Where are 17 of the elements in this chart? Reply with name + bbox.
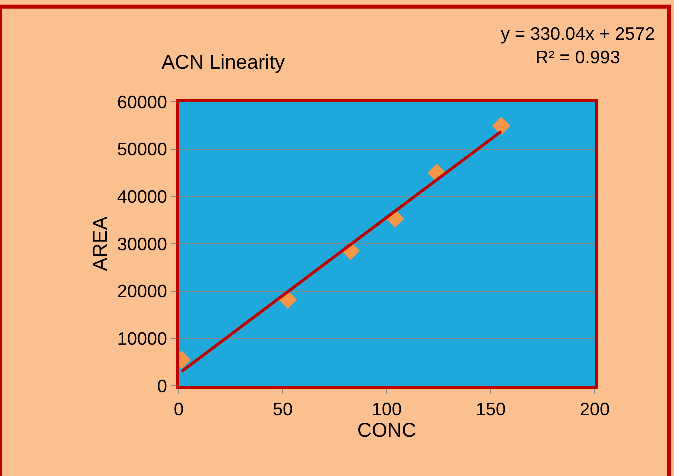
y-tick-label: 0: [157, 376, 168, 396]
y-tick-label: 10000: [117, 328, 168, 349]
y-axis-title: AREA: [90, 216, 112, 272]
y-tick-label: 40000: [117, 186, 168, 207]
x-tick-label: 150: [476, 400, 506, 420]
y-tick-label: 20000: [117, 282, 168, 302]
chart-title: ACN Linearity: [162, 52, 286, 74]
y-tick-label: 60000: [117, 92, 168, 112]
y-tick-label: 30000: [117, 234, 168, 254]
x-tick-label: 50: [272, 400, 294, 420]
y-tick-label: 50000: [117, 140, 168, 160]
x-tick-label: 200: [580, 400, 610, 420]
x-tick-label: 100: [372, 400, 402, 420]
x-tick-label: 0: [174, 400, 184, 420]
text: y = 330.04x + 2572 R² = 0.993: [501, 24, 656, 68]
point: [492, 117, 510, 136]
x-axis-title: CONC: [358, 420, 416, 442]
